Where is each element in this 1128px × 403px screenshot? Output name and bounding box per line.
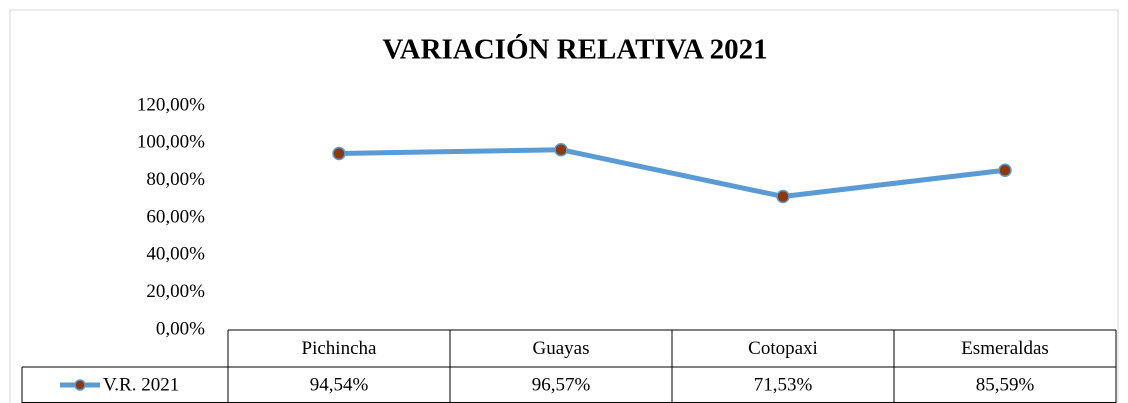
y-tick-label: 20,00% bbox=[146, 281, 205, 302]
chart-border bbox=[9, 9, 1119, 403]
x-tick-label: Guayas bbox=[533, 338, 590, 359]
value-label: 94,54% bbox=[310, 374, 369, 395]
value-label: 71,53% bbox=[754, 374, 813, 395]
y-tick-label: 40,00% bbox=[146, 244, 205, 265]
series-marker bbox=[332, 146, 346, 161]
x-tick-label: Cotopaxi bbox=[748, 338, 818, 359]
series-marker bbox=[998, 163, 1012, 177]
y-tick-label: 120,00% bbox=[137, 94, 205, 115]
series-marker bbox=[776, 189, 790, 204]
legend-label: V.R. 2021 bbox=[103, 374, 179, 395]
value-label: 85,59% bbox=[976, 374, 1035, 395]
y-tick-label: 100,00% bbox=[137, 132, 205, 153]
y-tick-label: 60,00% bbox=[146, 206, 205, 227]
series-line bbox=[338, 147, 1006, 199]
legend-marker bbox=[74, 379, 86, 391]
y-tick-label: 0,00% bbox=[156, 318, 205, 339]
series-marker bbox=[554, 142, 568, 157]
value-label: 96,57% bbox=[532, 374, 591, 395]
y-tick-label: 80,00% bbox=[146, 169, 205, 190]
x-tick-label: Esmeraldas bbox=[961, 338, 1049, 359]
chart-title: VARIACIÓN RELATIVA 2021 bbox=[382, 33, 767, 66]
x-tick-label: Pichincha bbox=[302, 338, 377, 359]
